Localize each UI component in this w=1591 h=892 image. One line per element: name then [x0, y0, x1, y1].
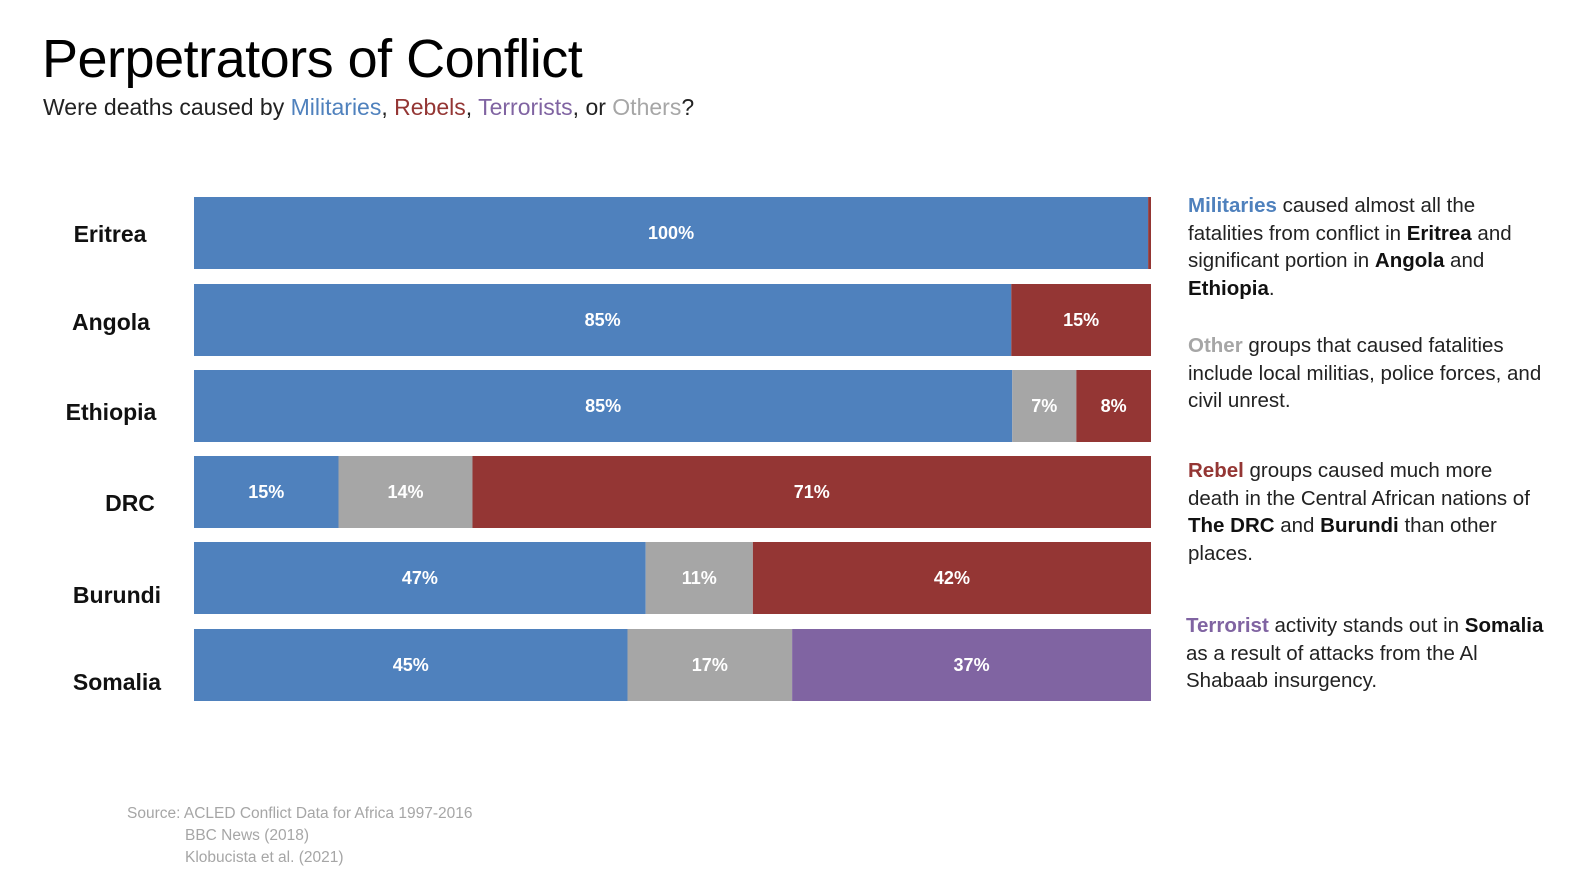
category-label: Ethiopia: [66, 399, 157, 425]
annotation-keyword-militaries: Militaries: [1188, 194, 1277, 217]
annotation-note: Terrorist activity stands out in Somalia…: [1186, 612, 1546, 695]
bar-segment-rebels: [472, 456, 1151, 528]
bar-segment-militaries: [194, 542, 646, 614]
annotation-emphasis: Burundi: [1320, 514, 1399, 537]
bar-row-drc: DRC 15% 14% 71%: [105, 456, 1151, 528]
source-citation: Source: ACLED Conflict Data for Africa 1…: [127, 803, 473, 869]
annotation-text: caused almost all the fatalities from co…: [1188, 194, 1476, 245]
bar-segment-others: [627, 629, 793, 701]
annotation-emphasis: The DRC: [1188, 514, 1275, 537]
bar-segment-militaries: [194, 284, 1012, 356]
bar-segment-rebels: [1148, 197, 1151, 269]
bar-segment-others: [338, 456, 473, 528]
bar-segment-others: [645, 542, 753, 614]
bar-segment-others: [1012, 370, 1077, 442]
subtitle-militaries: Militaries: [290, 94, 382, 120]
category-label: Somalia: [73, 669, 161, 695]
subtitle-sep-1: ,: [381, 94, 395, 120]
category-label: Burundi: [73, 582, 161, 608]
annotation-text: and: [1274, 514, 1321, 537]
data-label: 37%: [954, 655, 990, 675]
data-label: 14%: [387, 482, 423, 502]
data-label: 42%: [934, 568, 970, 588]
data-label: 71%: [794, 482, 830, 502]
data-label: 85%: [585, 310, 621, 330]
annotation-emphasis: Ethiopia: [1188, 276, 1269, 300]
annotation-text: and significant portion in: [1188, 221, 1512, 273]
annotation-keyword-rebels: Rebel: [1188, 459, 1244, 482]
annotation-emphasis: Eritrea: [1406, 221, 1472, 245]
bar-row-eritrea: Eritrea 100%: [74, 197, 1151, 269]
data-label: 15%: [248, 482, 284, 502]
data-label: 47%: [402, 568, 438, 588]
data-label: 8%: [1101, 396, 1127, 416]
annotation-text: as a result of attacks from the Al Shaba…: [1186, 641, 1478, 693]
annotation-text: groups caused much more death in the Cen…: [1188, 459, 1530, 510]
source-line-1: Source: ACLED Conflict Data for Africa 1…: [127, 805, 473, 822]
page-title: Perpetrators of Conflict: [42, 29, 583, 89]
data-label: 45%: [393, 655, 429, 675]
data-label: 15%: [1063, 310, 1099, 330]
annotation-note: Other groups that caused fatalities incl…: [1188, 332, 1548, 415]
category-label: Eritrea: [74, 221, 147, 247]
subtitle-terrorists: Terrorists: [478, 94, 573, 120]
annotation-text: than other places.: [1188, 514, 1497, 565]
bar-segment-rebels: [752, 542, 1151, 614]
annotation-text: and: [1444, 249, 1485, 272]
category-label: Angola: [72, 309, 150, 335]
subtitle-prefix: Were deaths caused by: [43, 94, 291, 120]
bar-row-ethiopia: Ethiopia 85% 7% 8%: [66, 370, 1151, 442]
source-line-3: Klobucista et al. (2021): [185, 849, 344, 866]
bar-segment-militaries: [194, 197, 1149, 269]
data-label: 7%: [1031, 396, 1057, 416]
data-label: 11%: [682, 568, 717, 588]
bar-segment-terrorists: [792, 629, 1151, 701]
annotation-text: groups that caused fatalities include lo…: [1188, 334, 1542, 412]
annotation-note: Militaries caused almost all the fatalit…: [1188, 192, 1548, 302]
bar-segment-rebels: [1011, 284, 1151, 356]
bar-segment-militaries: [194, 629, 628, 701]
bar-row-burundi: Burundi 47% 11% 42%: [73, 542, 1151, 614]
subtitle-others: Others: [612, 94, 682, 120]
data-label: 17%: [692, 655, 728, 675]
annotation-keyword-others: Other: [1188, 334, 1243, 357]
bar-segment-militaries: [194, 370, 1013, 442]
data-label: 85%: [585, 396, 621, 416]
source-line-2: BBC News (2018): [185, 827, 310, 844]
data-label: 100%: [648, 223, 694, 243]
subtitle-sep-3: , or: [572, 94, 613, 120]
annotation-note: Rebel groups caused much more death in t…: [1188, 457, 1548, 567]
category-label: DRC: [105, 490, 155, 516]
subtitle-sep-2: ,: [465, 94, 479, 120]
bar-segment-militaries: [194, 456, 339, 528]
annotation-text: .: [1268, 276, 1275, 300]
bar-segment-rebels: [1076, 370, 1151, 442]
annotation-keyword-terrorists: Terrorist: [1186, 614, 1269, 637]
subtitle-rebels: Rebels: [394, 94, 466, 120]
bar-row-somalia: Somalia 45% 17% 37%: [73, 629, 1151, 701]
annotation-emphasis: Somalia: [1464, 614, 1544, 637]
subtitle: Were deaths caused by Militaries, Rebels…: [43, 94, 694, 121]
annotation-emphasis: Angola: [1374, 249, 1445, 272]
subtitle-suffix: ?: [681, 94, 695, 120]
annotation-text: activity stands out in: [1268, 614, 1465, 637]
bar-row-angola: Angola 85% 15%: [72, 284, 1151, 356]
